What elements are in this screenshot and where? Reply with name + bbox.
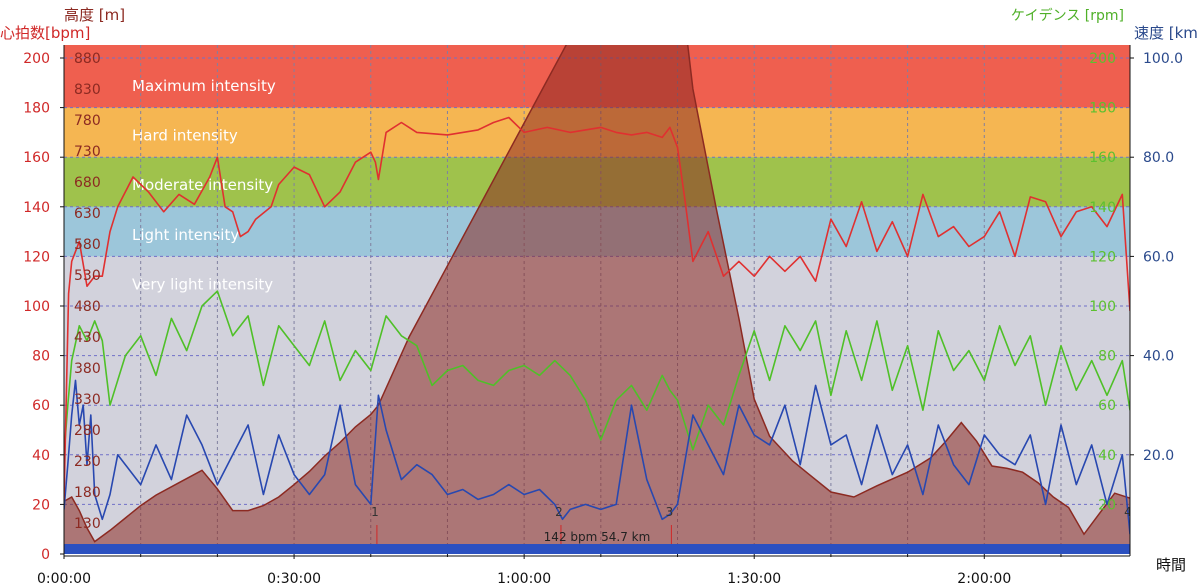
altitude-tick-label: 480	[74, 299, 101, 315]
altitude-tick-label: 730	[74, 144, 101, 160]
hr-tick-label: 80	[32, 349, 50, 365]
cadence-line	[64, 290, 1130, 455]
altitude-area	[64, 45, 1130, 554]
zone-label: Hard intensity	[132, 127, 238, 145]
speed-axis-title: 速度 [km/h]	[1134, 24, 1197, 42]
hr-tick-label: 120	[23, 249, 50, 265]
altitude-tick-label: 630	[74, 206, 101, 222]
altitude-line	[64, 45, 1130, 543]
altitude-tick-label: 680	[74, 175, 101, 191]
speed-tick-label: 60.0	[1143, 249, 1174, 265]
hr-tick-label: 0	[41, 547, 50, 563]
lap-label: 3	[666, 505, 674, 519]
hr-tick-label: 40	[32, 448, 50, 464]
cadence-tick-label: 20	[1098, 497, 1116, 513]
speed-tick-label: 100.0	[1143, 51, 1183, 67]
time-tick-label: 1:00:00	[497, 571, 551, 587]
heart-rate-line	[64, 116, 1130, 500]
altitude-tick-label: 580	[74, 237, 101, 253]
altitude-axis-title: 高度 [m]	[64, 6, 125, 24]
summary-label: 142 bpm 54.7 km	[544, 530, 651, 544]
altitude-tick-label: 130	[74, 516, 101, 532]
altitude-tick-label: 330	[74, 392, 101, 408]
speed-line	[64, 379, 1130, 535]
lap-label: 4	[1124, 505, 1132, 519]
cadence-axis-title: ケイデンス [rpm]	[1011, 7, 1124, 24]
altitude-tick-label: 280	[74, 423, 101, 439]
cadence-tick-label: 180	[1089, 101, 1116, 117]
zone-label: Very light intensity	[132, 275, 273, 293]
altitude-tick-label: 380	[74, 361, 101, 377]
speed-tick-label: 20.0	[1143, 448, 1174, 464]
altitude-tick-label: 830	[74, 82, 101, 98]
cadence-tick-label: 60	[1098, 398, 1116, 414]
speed-tick-label: 40.0	[1143, 349, 1174, 365]
time-axis-title: 時間	[1156, 556, 1186, 574]
cadence-tick-label: 200	[1089, 51, 1116, 67]
altitude-tick-label: 230	[74, 454, 101, 470]
hr-tick-label: 20	[32, 497, 50, 513]
altitude-tick-label: 780	[74, 113, 101, 129]
hr-tick-label: 180	[23, 101, 50, 117]
altitude-tick-label: 880	[74, 51, 101, 67]
speed-tick-label: 80.0	[1143, 150, 1174, 166]
altitude-tick-label: 180	[74, 485, 101, 501]
cadence-tick-label: 160	[1089, 150, 1116, 166]
plot-area: Maximum intensity Hard intensity Moderate …	[64, 45, 1132, 554]
hr-tick-label: 100	[23, 299, 50, 315]
zone-label: Moderate intensity	[132, 176, 273, 194]
altitude-tick-label: 530	[74, 268, 101, 284]
time-tick-label: 0:30:00	[267, 571, 321, 587]
hr-tick-label: 200	[23, 51, 50, 67]
hr-tick-label: 140	[23, 200, 50, 216]
hr-tick-label: 60	[32, 398, 50, 414]
distance-bar	[64, 544, 1130, 554]
cadence-tick-label: 80	[1098, 349, 1116, 365]
time-tick-label: 0:00:00	[37, 571, 91, 587]
heart-rate-axis-title: 心拍数[bpm]	[0, 24, 90, 42]
cadence-tick-label: 40	[1098, 448, 1116, 464]
altitude-tick-label: 430	[74, 330, 101, 346]
time-tick-label: 1:30:00	[727, 571, 781, 587]
time-tick-label: 2:00:00	[957, 571, 1011, 587]
lap-label: 1	[371, 505, 379, 519]
zone-label: Maximum intensity	[132, 77, 276, 95]
lap-label: 2	[555, 505, 563, 519]
cadence-tick-label: 140	[1089, 200, 1116, 216]
hr-tick-label: 160	[23, 150, 50, 166]
zone-label: Light intensity	[132, 226, 239, 244]
cadence-tick-label: 120	[1089, 249, 1116, 265]
cadence-tick-label: 100	[1089, 299, 1116, 315]
